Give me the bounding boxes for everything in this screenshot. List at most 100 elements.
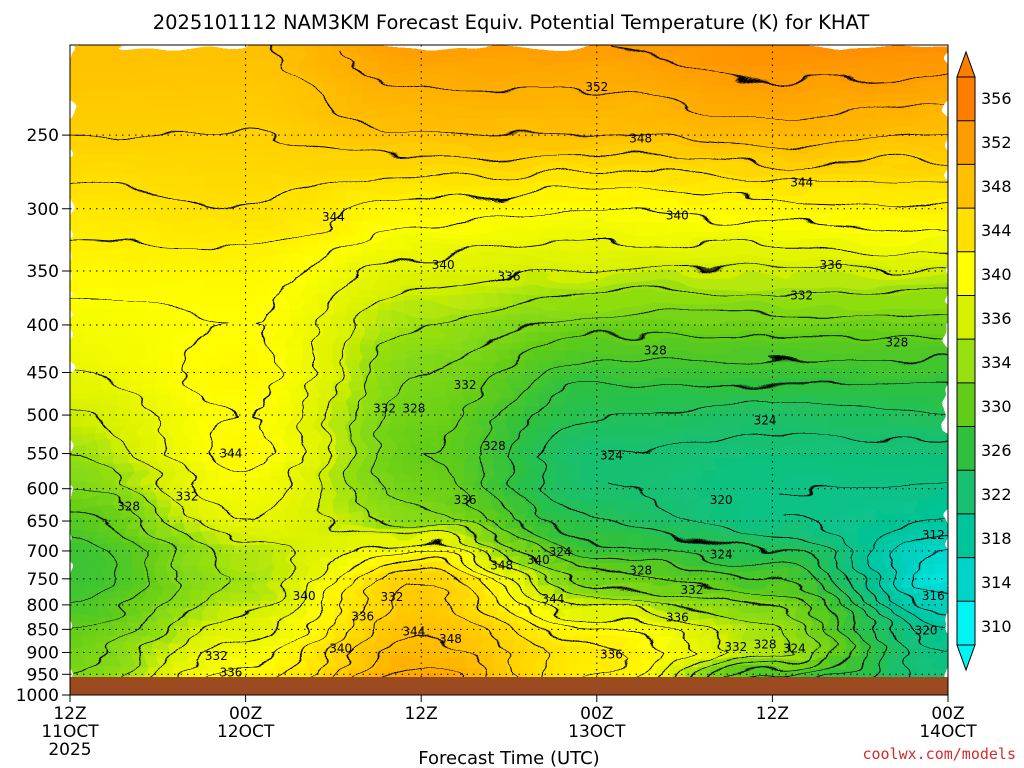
field-cell [552, 202, 569, 213]
field-cell [669, 248, 686, 260]
field-cell [171, 304, 188, 315]
field-cell [479, 137, 495, 148]
field-cell [332, 415, 349, 427]
field-cell [230, 193, 247, 204]
field-cell [70, 174, 86, 185]
field-cell [728, 592, 744, 603]
field-cell [449, 378, 466, 390]
field-cell [420, 72, 437, 83]
field-cell [245, 601, 261, 612]
field-cell [596, 313, 612, 325]
field-cell [537, 72, 554, 83]
field-cell [449, 276, 466, 287]
field-cell [493, 109, 510, 120]
field-cell [113, 462, 130, 473]
field-cell [815, 239, 832, 250]
field-cell [98, 183, 115, 195]
field-cell [171, 350, 188, 362]
field-cell [757, 536, 773, 547]
field-cell [245, 350, 261, 362]
field-cell [918, 536, 934, 547]
field-cell [610, 601, 627, 612]
field-cell [845, 118, 861, 130]
field-cell [757, 480, 773, 492]
field-cell [376, 555, 393, 566]
field-cell [347, 443, 364, 455]
field-cell [215, 295, 232, 306]
field-cell [508, 72, 525, 83]
field-cell [230, 490, 247, 501]
field-cell [230, 313, 247, 325]
field-cell [537, 137, 554, 148]
field-cell [362, 471, 378, 482]
field-cell [420, 518, 437, 529]
field-cell [157, 360, 173, 371]
field-cell [537, 425, 554, 436]
field-cell [201, 276, 217, 287]
field-cell [903, 453, 920, 464]
field-cell [567, 583, 583, 594]
field-cell [610, 490, 627, 501]
field-cell [171, 480, 188, 492]
field-cell [669, 146, 686, 157]
field-cell [259, 610, 276, 622]
chart-title: 2025101112 NAM3KM Forecast Equiv. Potent… [153, 11, 870, 34]
field-cell [332, 165, 349, 176]
field-cell [932, 555, 948, 566]
field-cell [406, 666, 422, 677]
field-cell [391, 118, 408, 130]
field-cell [801, 285, 817, 297]
field-cell [435, 109, 451, 120]
field-cell [201, 462, 217, 473]
field-cell [932, 285, 948, 297]
field-cell [70, 480, 86, 492]
field-cell [874, 239, 890, 250]
field-cell [157, 146, 173, 157]
field-cell [376, 230, 393, 241]
field-cell [113, 81, 130, 92]
field-cell [815, 610, 832, 622]
field-cell [596, 276, 612, 287]
field-cell [801, 499, 817, 510]
field-cell [303, 666, 320, 677]
field-cell [347, 81, 364, 92]
field-cell [84, 53, 100, 65]
field-cell [640, 425, 656, 436]
field-cell [845, 276, 861, 287]
field-cell [245, 592, 261, 603]
field-cell [845, 285, 861, 297]
field-cell [332, 406, 349, 417]
field-cell [786, 555, 803, 566]
field-cell [830, 620, 847, 631]
field-cell [391, 666, 408, 677]
field-cell [888, 90, 905, 102]
field-cell [435, 666, 451, 677]
field-cell [728, 155, 744, 167]
field-cell [815, 601, 832, 612]
field-cell [186, 480, 203, 492]
field-cell [874, 499, 890, 510]
field-cell [932, 564, 948, 575]
field-cell [303, 462, 320, 473]
field-cell [230, 443, 247, 455]
field-cell [157, 304, 173, 315]
field-cell [289, 666, 305, 677]
field-cell [449, 620, 466, 631]
field-cell [654, 360, 671, 371]
field-cell [581, 378, 598, 390]
field-cell [815, 202, 832, 213]
field-cell [464, 295, 481, 306]
field-cell [567, 146, 583, 157]
field-cell [596, 295, 612, 306]
field-cell [567, 211, 583, 222]
field-cell [654, 202, 671, 213]
field-cell [728, 406, 744, 417]
field-cell [318, 118, 334, 130]
field-cell [845, 230, 861, 241]
field-cell [362, 648, 378, 659]
field-cell [142, 118, 159, 130]
field-cell [567, 527, 583, 538]
field-cell [888, 620, 905, 631]
field-cell [332, 323, 349, 334]
field-cell [332, 471, 349, 482]
